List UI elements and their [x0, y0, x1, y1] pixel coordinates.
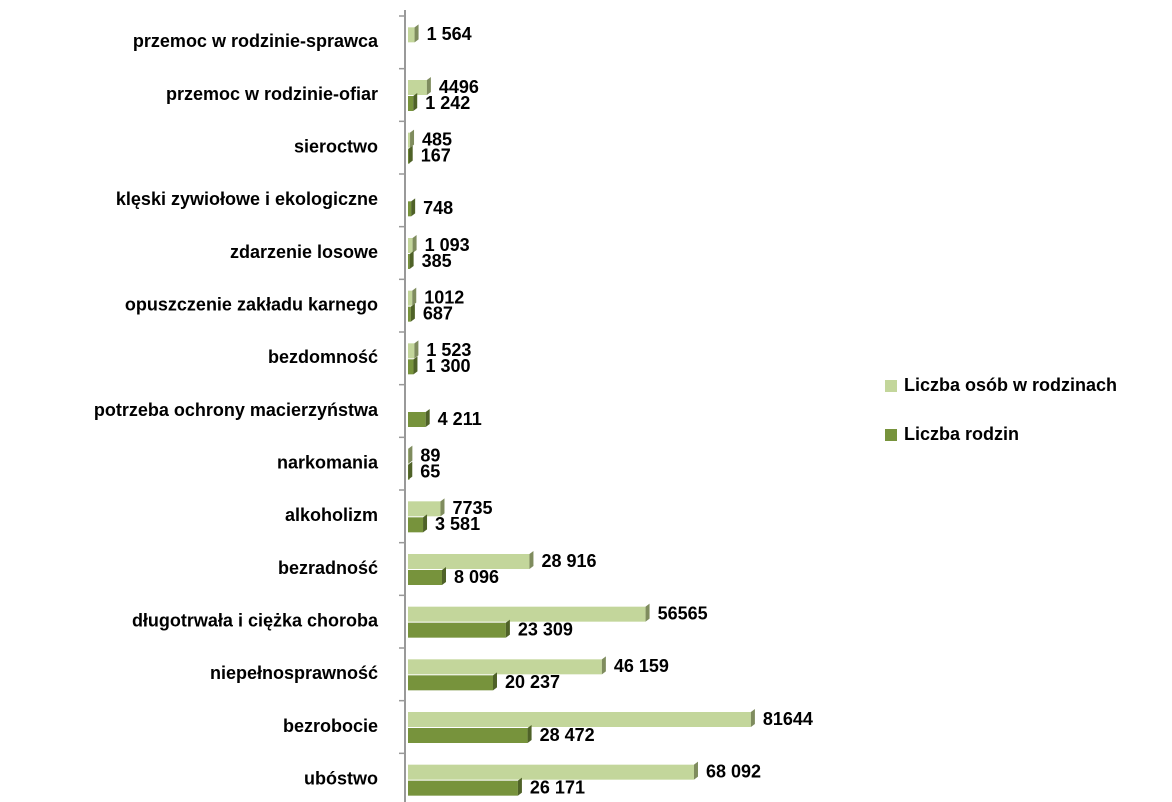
bar-side [408, 145, 413, 164]
category-label: sieroctwo [294, 136, 378, 156]
bar [408, 622, 506, 638]
category-label: przemoc w rodzinie-ofiar [166, 84, 378, 104]
data-label: 167 [421, 145, 451, 165]
bar-side [645, 603, 650, 622]
bar-side [425, 409, 430, 427]
bar [408, 517, 424, 533]
bar [408, 675, 493, 691]
data-label: 4496 [439, 77, 479, 97]
data-label: 8 096 [454, 567, 499, 587]
data-label: 1 242 [425, 93, 470, 113]
data-label: 1 523 [426, 340, 471, 360]
bar [408, 359, 414, 375]
category-label: klęski zywiołowe i ekologiczne [116, 189, 378, 209]
bar-side [413, 93, 418, 111]
bar [408, 238, 413, 253]
bar-side [442, 567, 447, 585]
legend-swatch [885, 380, 897, 392]
data-label: 46 159 [614, 656, 669, 676]
data-label: 20 237 [505, 672, 560, 692]
legend-label: Liczba osób w rodzinach [904, 375, 1117, 395]
bar-side [601, 656, 606, 675]
bar-side [440, 498, 445, 517]
bar-side [517, 777, 522, 796]
category-label: zdarzenie losowe [230, 242, 378, 262]
data-label: 65 [420, 461, 440, 481]
category-label: długotrwała i ciężka choroba [132, 610, 379, 630]
data-label: 4 211 [438, 409, 482, 429]
bar-side [414, 340, 419, 359]
bar [408, 554, 530, 569]
bar-side [408, 445, 413, 464]
bar-side [529, 551, 534, 569]
data-label: 748 [423, 198, 453, 218]
bar [408, 712, 751, 727]
bar [408, 96, 414, 111]
category-label: ubóstwo [304, 768, 378, 788]
data-label: 7735 [452, 498, 492, 518]
bar-side [410, 303, 415, 322]
bar [408, 306, 411, 322]
bar [408, 343, 415, 359]
category-label: bezdomność [268, 347, 378, 367]
data-label: 3 581 [435, 514, 480, 534]
bar [408, 764, 694, 780]
bar-side [412, 235, 417, 253]
bar-side [410, 129, 415, 148]
category-label: narkomania [277, 452, 379, 472]
bar [408, 606, 646, 622]
bar [408, 27, 415, 43]
category-label: alkoholizm [285, 505, 378, 525]
bar-side [426, 77, 431, 95]
data-label: 485 [422, 129, 452, 149]
bar [408, 728, 528, 743]
data-label: 26 171 [530, 777, 585, 797]
bar-side [408, 461, 413, 480]
data-label: 1012 [424, 287, 464, 307]
bar-side [492, 672, 497, 691]
bar-side [414, 24, 419, 43]
data-label: 687 [423, 303, 453, 323]
bar [408, 254, 410, 269]
bar-side [505, 619, 510, 638]
category-label: przemoc w rodzinie-sprawca [133, 31, 379, 51]
category-label: niepełnosprawność [210, 663, 378, 683]
bar-side [527, 725, 532, 743]
data-label: 28 472 [540, 725, 595, 745]
data-label: 1 564 [427, 24, 472, 44]
category-label: bezradność [278, 558, 378, 578]
bar-side [750, 709, 755, 727]
bar-side [412, 287, 417, 306]
bar-side [411, 198, 416, 217]
data-label: 23 309 [518, 619, 573, 639]
category-label: potrzeba ochrony macierzyństwa [94, 400, 379, 420]
category-label: bezrobocie [283, 716, 378, 736]
data-label: 89 [420, 445, 440, 465]
bar [408, 201, 412, 217]
legend-label: Liczba rodzin [904, 424, 1019, 444]
bar-side [693, 761, 698, 780]
bar-side [423, 514, 428, 533]
bar [408, 570, 443, 585]
legend-swatch [885, 429, 897, 441]
bar [408, 780, 518, 796]
data-label: 28 916 [541, 551, 596, 571]
bar [408, 501, 441, 517]
bar [408, 290, 413, 306]
bar-side [409, 251, 414, 269]
bar-side [413, 356, 418, 375]
data-label: 68 092 [706, 761, 761, 781]
bar [408, 80, 427, 95]
category-label: opuszczenie zakładu karnego [125, 294, 378, 314]
data-label: 56565 [658, 603, 708, 623]
bar [408, 132, 411, 148]
data-label: 1 093 [425, 235, 470, 255]
bar [408, 412, 426, 427]
bar [408, 659, 602, 675]
data-label: 1 300 [425, 356, 470, 376]
data-label: 81644 [763, 709, 813, 729]
data-label: 385 [422, 251, 452, 271]
